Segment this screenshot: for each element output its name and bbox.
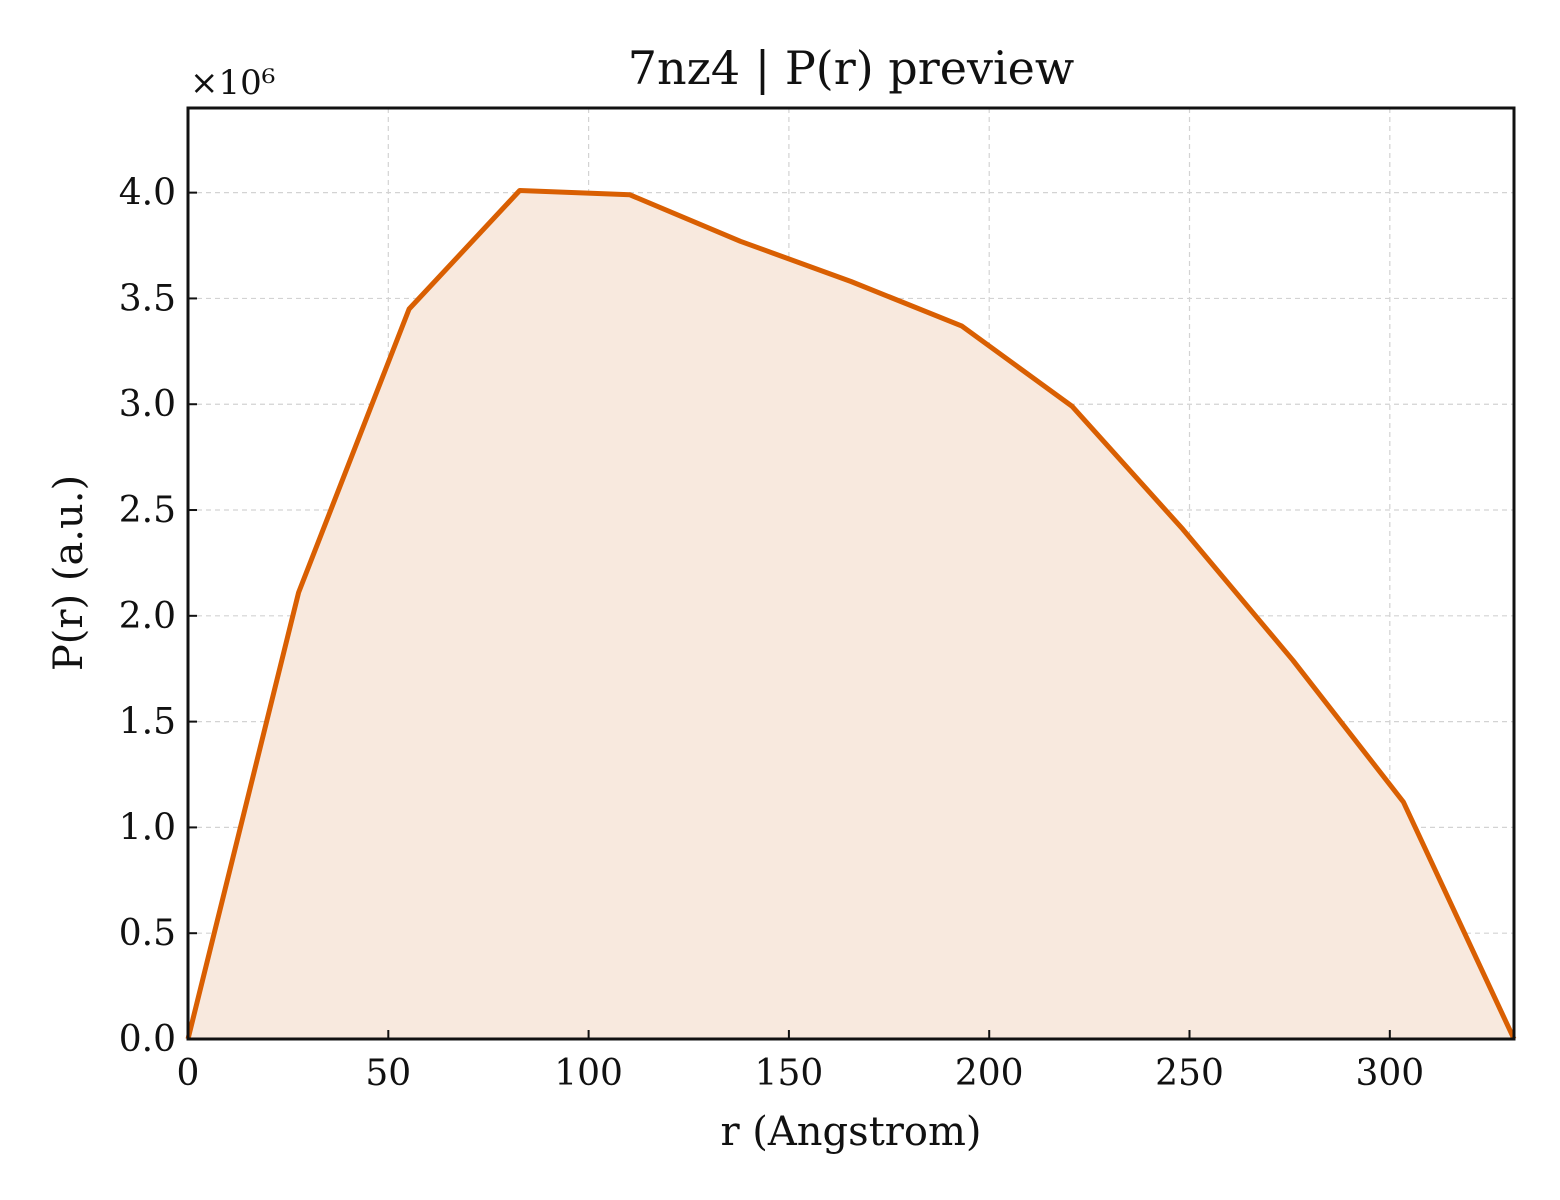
y-tick-label: 4.0 bbox=[119, 173, 176, 214]
x-tick-label: 200 bbox=[955, 1053, 1024, 1094]
y-tick-label: 1.0 bbox=[119, 807, 176, 848]
y-axis-label: P(r) (a.u.) bbox=[46, 475, 92, 671]
x-tick-label: 250 bbox=[1155, 1053, 1224, 1094]
chart-title: 7nz4 | P(r) preview bbox=[628, 41, 1075, 95]
x-tick-label: 100 bbox=[554, 1053, 623, 1094]
y-tick-label: 0.5 bbox=[119, 913, 176, 954]
y-tick-label: 2.0 bbox=[119, 596, 176, 637]
y-multiplier-label: ×10⁶ bbox=[190, 63, 275, 103]
y-tick-label: 0.0 bbox=[119, 1019, 176, 1060]
y-tick-label: 1.5 bbox=[119, 702, 176, 743]
x-axis-label: r (Angstrom) bbox=[720, 1109, 981, 1155]
x-tick-label: 50 bbox=[365, 1053, 411, 1094]
x-tick-label: 0 bbox=[177, 1053, 200, 1094]
plot-frame bbox=[186, 106, 1516, 1041]
x-tick-label: 300 bbox=[1355, 1053, 1424, 1094]
pr-curve bbox=[185, 188, 1517, 1041]
pr-area-fill bbox=[188, 190, 1514, 1039]
y-tick-label: 3.0 bbox=[119, 384, 176, 425]
axis-ticks: 0 50 100 150 200 250 300 0.0 0.5 1.0 1.5 2.0 2.5 3.0 3… bbox=[119, 173, 1424, 1094]
y-tick-label: 3.5 bbox=[119, 278, 176, 319]
x-tick-label: 150 bbox=[755, 1053, 824, 1094]
y-tick-label: 2.5 bbox=[119, 490, 176, 531]
